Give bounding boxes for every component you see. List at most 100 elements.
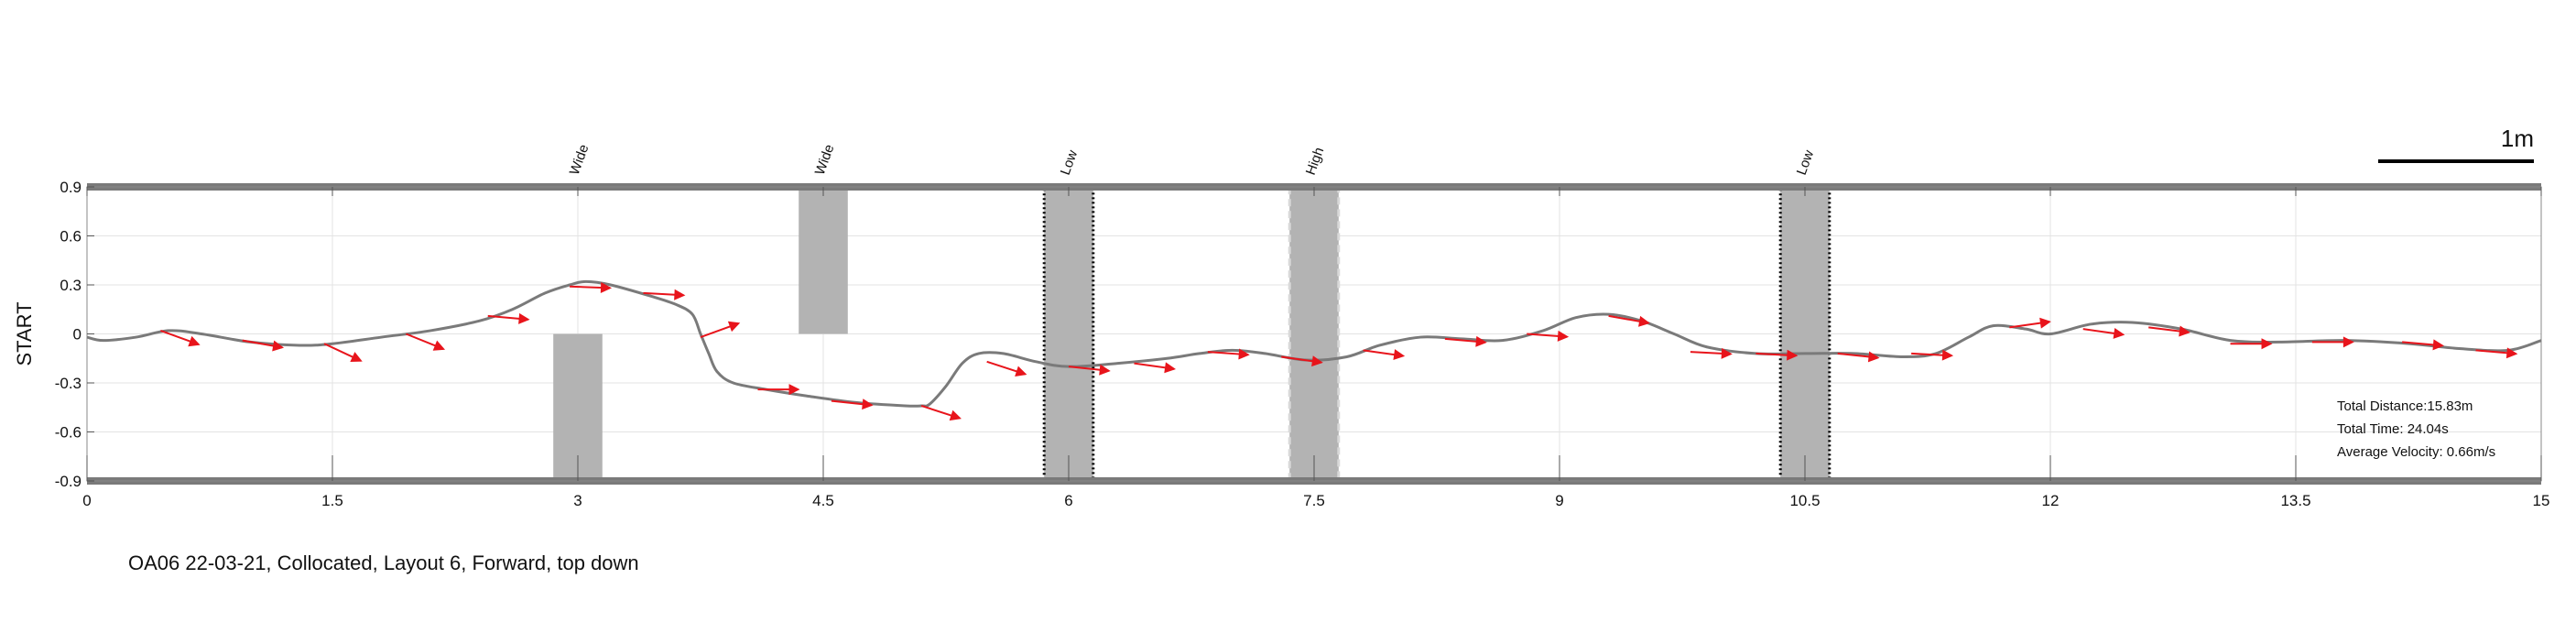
- obstacles: Wide Wide Low High Low: [553, 142, 1831, 483]
- obstacle-low: [1778, 185, 1831, 483]
- heading-arrow: [831, 398, 874, 410]
- heading-arrow-head: [2039, 317, 2051, 329]
- heading-arrow-head: [1787, 349, 1799, 361]
- y-tick-label: 0.6: [60, 228, 82, 246]
- heading-arrow-head: [2261, 338, 2273, 350]
- x-tick-label: 0: [82, 492, 91, 509]
- obstacle-high: [1288, 185, 1341, 483]
- heading-arrow: [406, 333, 446, 351]
- heading-arrow: [920, 405, 962, 421]
- heading-arrow-head: [2342, 336, 2354, 348]
- x-tick-label: 15: [2533, 492, 2550, 509]
- heading-arrow: [643, 289, 686, 300]
- obstacle-label: Wide: [812, 142, 838, 177]
- heading-arrow-head: [1867, 351, 1880, 363]
- total-distance-text: Total Distance:15.83m: [2337, 398, 2473, 414]
- heading-arrow-head: [862, 398, 874, 410]
- heading-arrow: [487, 312, 530, 324]
- heading-arrow-head: [1015, 366, 1027, 377]
- trajectory-path: [86, 279, 2542, 408]
- heading-arrow-head: [2432, 339, 2444, 351]
- heading-arrow: [1363, 349, 1406, 361]
- x-tick-label: 3: [573, 492, 582, 509]
- heading-arrow: [323, 343, 363, 363]
- obstacle-label: Wide: [567, 142, 592, 177]
- axes: 0 1.5 3 4.5 6 7.5 9 10.5 12 13.5 15 -0.9 -0.6 -0.3 0 0.…: [55, 179, 2550, 509]
- y-tick-label: -0.9: [55, 473, 82, 490]
- heading-arrow: [2230, 338, 2273, 350]
- heading-arrow-head: [1311, 355, 1323, 367]
- heading-arrow: [1911, 349, 1954, 361]
- y-axis-label: START: [13, 301, 36, 366]
- heading-arrow: [2311, 336, 2354, 348]
- x-tick-label: 12: [2042, 492, 2060, 509]
- heading-arrow-head: [272, 340, 285, 352]
- heading-arrow: [1207, 348, 1250, 360]
- obstacle-label: Low: [1058, 148, 1081, 178]
- y-tick-label: -0.6: [55, 424, 82, 442]
- heading-arrow: [1690, 347, 1733, 359]
- heading-arrow-head: [674, 289, 686, 300]
- heading-arrow-head: [1164, 362, 1177, 374]
- heading-arrow: [1527, 330, 1570, 342]
- y-tick-label: -0.3: [55, 375, 82, 392]
- average-velocity-text: Average Velocity: 0.66m/s: [2337, 444, 2495, 460]
- y-tick-label: 0.9: [60, 179, 82, 196]
- heading-arrow-head: [949, 409, 962, 421]
- heading-arrow-head: [727, 321, 741, 333]
- y-tick-label: 0.3: [60, 277, 82, 294]
- obstacle-label: Low: [1794, 148, 1817, 178]
- heading-arrow-head: [788, 384, 800, 396]
- x-tick-label: 6: [1064, 492, 1072, 509]
- heading-arrow: [1068, 364, 1111, 376]
- heading-arrow: [2402, 339, 2444, 351]
- y-tick-label: 0: [73, 326, 82, 344]
- heading-arrow: [757, 384, 800, 396]
- x-tick-label: 13.5: [2280, 492, 2310, 509]
- obstacle-wide: [799, 187, 848, 334]
- heading-arrow-head: [1941, 349, 1954, 361]
- heading-arrow: [1837, 351, 1880, 363]
- heading-arrow: [2009, 317, 2051, 329]
- heading-arrow: [1444, 335, 1487, 347]
- scale-bar: 1m: [2378, 125, 2534, 163]
- heading-arrow: [1755, 349, 1799, 361]
- heading-arrow-head: [518, 312, 530, 324]
- heading-arrow-head: [2179, 325, 2190, 337]
- heading-arrow: [2148, 325, 2190, 337]
- heading-arrow-head: [2505, 347, 2518, 359]
- scale-bar-label: 1m: [2501, 125, 2534, 152]
- heading-arrow-head: [350, 352, 363, 363]
- x-tick-label: 4.5: [812, 492, 834, 509]
- stats-box: Total Distance:15.83m Total Time: 24.04s…: [2337, 398, 2495, 460]
- heading-arrow: [160, 329, 201, 347]
- heading-arrow-head: [1721, 347, 1733, 359]
- heading-arrow: [986, 360, 1027, 377]
- heading-arrow: [570, 281, 613, 293]
- x-tick-label: 9: [1555, 492, 1563, 509]
- heading-arrow-head: [1099, 364, 1111, 376]
- heading-arrow-head: [1393, 349, 1406, 361]
- heading-arrow-head: [2113, 327, 2125, 339]
- heading-arrow-head: [1557, 330, 1570, 342]
- heading-arrow: [242, 339, 285, 352]
- total-time-text: Total Time: 24.04s: [2337, 421, 2449, 437]
- obstacle-low: [1042, 185, 1095, 483]
- x-tick-label: 10.5: [1789, 492, 1820, 509]
- heading-arrows: [160, 281, 2518, 421]
- heading-arrow-head: [432, 340, 446, 351]
- heading-arrow: [700, 321, 741, 339]
- figure-caption: OA06 22-03-21, Collocated, Layout 6, For…: [128, 551, 639, 574]
- heading-arrow: [1608, 314, 1650, 327]
- heading-arrow: [2475, 347, 2518, 359]
- obstacle-label: High: [1303, 146, 1328, 178]
- x-tick-label: 1.5: [321, 492, 343, 509]
- heading-arrow: [2082, 327, 2125, 339]
- trajectory-path-layer: [86, 279, 2542, 408]
- heading-arrow-head: [1638, 315, 1650, 327]
- heading-arrow-head: [1238, 348, 1250, 360]
- x-tick-label: 7.5: [1303, 492, 1325, 509]
- heading-arrow-head: [600, 281, 613, 293]
- heading-arrow-head: [188, 335, 201, 347]
